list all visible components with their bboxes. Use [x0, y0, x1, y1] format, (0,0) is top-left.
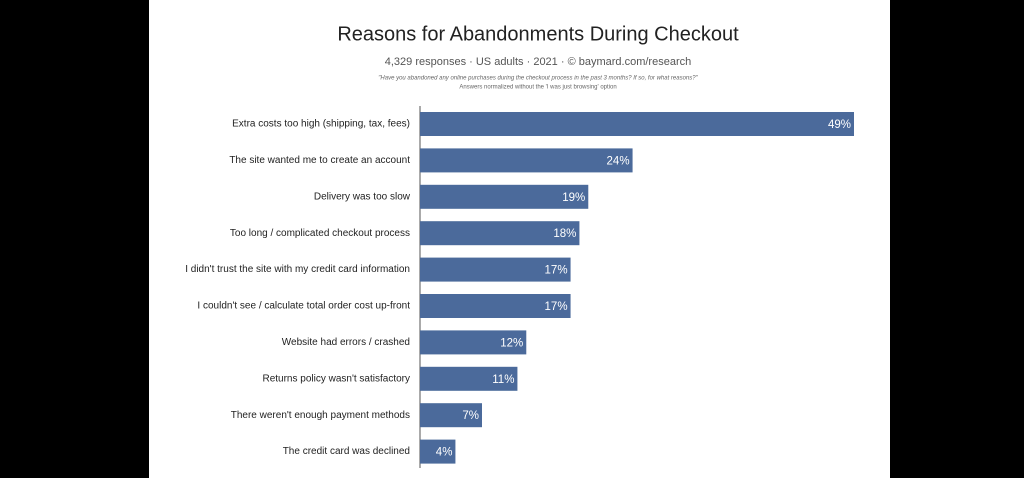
- bar: [420, 221, 580, 246]
- bar: [420, 294, 571, 318]
- chart-subtitle: 4,329 responses · US adults · 2021 · © b…: [385, 56, 691, 68]
- category-label: I didn't trust the site with my credit c…: [185, 264, 410, 275]
- value-label: 17%: [545, 301, 568, 313]
- category-label: Returns policy wasn't satisfactory: [262, 373, 410, 384]
- value-label: 19%: [562, 192, 585, 204]
- bar: [420, 366, 518, 391]
- value-label: 7%: [462, 410, 479, 422]
- category-label: Website had errors / crashed: [282, 337, 410, 348]
- chart-note: Answers normalized without the 'I was ju…: [459, 85, 616, 91]
- category-label: Too long / complicated checkout process: [230, 228, 410, 239]
- value-label: 11%: [492, 374, 514, 386]
- bar: [420, 257, 571, 282]
- bar: [420, 112, 854, 136]
- category-label: Delivery was too slow: [314, 191, 411, 202]
- bar: [420, 439, 456, 464]
- bar: [420, 403, 482, 428]
- bar: [420, 148, 633, 173]
- bar: [420, 330, 527, 355]
- category-label: Extra costs too high (shipping, tax, fee…: [232, 119, 410, 130]
- value-label: 12%: [500, 337, 523, 349]
- category-label: I couldn't see / calculate total order c…: [197, 301, 410, 312]
- bar: [420, 184, 589, 209]
- value-label: 24%: [607, 155, 630, 167]
- category-label: There weren't enough payment methods: [231, 410, 410, 421]
- chart-note: "Have you abandoned any online purchases…: [378, 76, 698, 82]
- category-label: The site wanted me to create an account: [229, 155, 410, 166]
- value-label: 4%: [436, 447, 453, 459]
- category-label: The credit card was declined: [283, 446, 410, 457]
- chart-title: Reasons for Abandonments During Checkout: [337, 23, 739, 45]
- value-label: 17%: [545, 265, 568, 277]
- value-label: 18%: [553, 228, 576, 240]
- value-label: 49%: [828, 119, 851, 131]
